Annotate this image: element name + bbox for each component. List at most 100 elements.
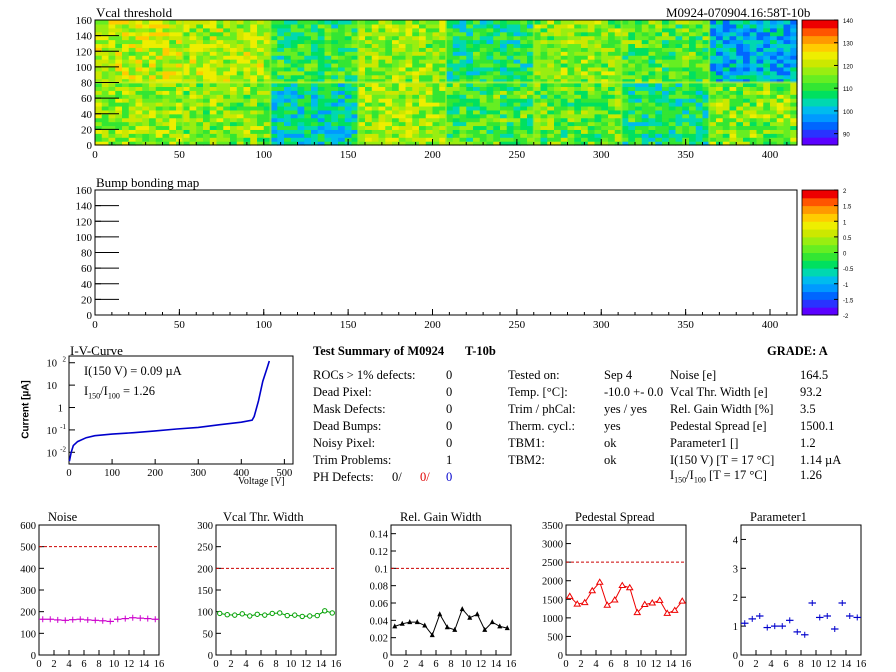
map-cell bbox=[277, 94, 285, 99]
map-cell bbox=[216, 20, 224, 25]
map-cell bbox=[182, 66, 191, 72]
map-cell bbox=[722, 133, 731, 138]
map-cell bbox=[101, 113, 110, 119]
map-cell bbox=[459, 94, 467, 99]
map-cell bbox=[182, 141, 191, 146]
map-cell bbox=[479, 51, 488, 56]
map-cell bbox=[722, 47, 731, 52]
map-cell bbox=[662, 27, 670, 33]
roc-x-tick-label: 12 bbox=[826, 659, 837, 670]
map-cell bbox=[547, 27, 555, 33]
map-cell bbox=[115, 35, 123, 41]
map-cell bbox=[479, 70, 488, 76]
map-cell bbox=[702, 133, 710, 138]
map-cell bbox=[182, 86, 191, 91]
map-cell bbox=[574, 55, 582, 60]
map-cell bbox=[365, 31, 373, 37]
map-cell bbox=[628, 121, 636, 127]
map-cell bbox=[162, 31, 170, 37]
map-cell bbox=[702, 43, 710, 48]
map-cell bbox=[560, 105, 569, 111]
map-cell bbox=[317, 20, 326, 25]
map-cell bbox=[466, 20, 474, 25]
map-cell bbox=[176, 78, 184, 84]
map-cell bbox=[689, 125, 697, 130]
map-cell bbox=[135, 98, 143, 103]
map-cell bbox=[709, 47, 717, 52]
map-cell bbox=[149, 102, 157, 107]
map-cell bbox=[155, 23, 164, 29]
map-cell bbox=[122, 78, 130, 84]
map-cell bbox=[702, 55, 710, 60]
map-cell bbox=[614, 31, 623, 37]
data-point bbox=[254, 611, 260, 617]
map-cell bbox=[628, 117, 636, 123]
map-cell bbox=[783, 70, 791, 76]
map-cell bbox=[209, 27, 218, 33]
map-cell bbox=[486, 43, 494, 48]
map-cell bbox=[533, 62, 542, 68]
gain-width-plot-title: Rel. Gain Width bbox=[400, 510, 482, 524]
map-cell bbox=[263, 62, 272, 68]
map-cell bbox=[338, 86, 346, 91]
map-cell bbox=[729, 117, 737, 123]
map-cell bbox=[317, 86, 326, 91]
map-cell bbox=[331, 74, 339, 80]
map-cell bbox=[668, 125, 677, 130]
map-cell bbox=[662, 94, 670, 99]
map-cell bbox=[257, 35, 265, 41]
map-cell bbox=[412, 133, 420, 138]
data-point bbox=[482, 626, 488, 632]
map-cell bbox=[709, 141, 717, 146]
map-cell bbox=[790, 129, 798, 134]
map-cell bbox=[385, 66, 393, 72]
map-cell bbox=[176, 74, 184, 80]
data-point bbox=[474, 611, 480, 617]
map-cell bbox=[500, 105, 508, 111]
summary-right-value: 164.5 bbox=[800, 368, 829, 382]
map-cell bbox=[540, 20, 548, 25]
map-cell bbox=[763, 125, 771, 130]
summary-left-value: 0 bbox=[446, 419, 453, 433]
map-cell bbox=[412, 20, 420, 25]
map-cell bbox=[493, 90, 501, 95]
map-cell bbox=[263, 133, 272, 138]
map-cell bbox=[527, 31, 535, 37]
y-tick-label: 160 bbox=[76, 185, 93, 197]
map-cell bbox=[459, 105, 467, 111]
map-cell bbox=[736, 90, 744, 95]
map-cell bbox=[736, 55, 744, 60]
map-cell bbox=[378, 66, 386, 72]
map-cell bbox=[398, 27, 407, 33]
map-cell bbox=[135, 117, 143, 123]
map-cell bbox=[250, 121, 258, 127]
map-cell bbox=[446, 90, 454, 95]
roc-y-tick-label: 2000 bbox=[542, 577, 563, 588]
map-cell bbox=[142, 125, 150, 130]
map-cell bbox=[358, 66, 366, 72]
map-cell bbox=[675, 55, 683, 60]
map-cell bbox=[641, 74, 650, 80]
map-cell bbox=[574, 59, 582, 64]
map-cell bbox=[135, 137, 143, 142]
map-cell bbox=[790, 39, 798, 45]
map-cell bbox=[277, 105, 285, 111]
map-cell bbox=[101, 31, 110, 37]
map-cell bbox=[270, 125, 278, 130]
map-cell bbox=[574, 141, 582, 146]
map-cell bbox=[122, 121, 130, 127]
map-cell bbox=[655, 20, 663, 25]
map-cell bbox=[641, 23, 650, 29]
map-cell bbox=[547, 129, 555, 134]
map-cell bbox=[297, 55, 305, 60]
map-cell bbox=[560, 121, 569, 127]
map-cell bbox=[243, 117, 251, 123]
map-cell bbox=[365, 125, 373, 130]
map-cell bbox=[655, 121, 663, 127]
map-cell bbox=[405, 82, 413, 88]
map-cell bbox=[446, 113, 454, 119]
map-cell bbox=[331, 133, 339, 138]
roc-x-tick-label: 8 bbox=[96, 659, 101, 670]
map-cell bbox=[209, 109, 218, 115]
map-cell bbox=[284, 35, 292, 41]
